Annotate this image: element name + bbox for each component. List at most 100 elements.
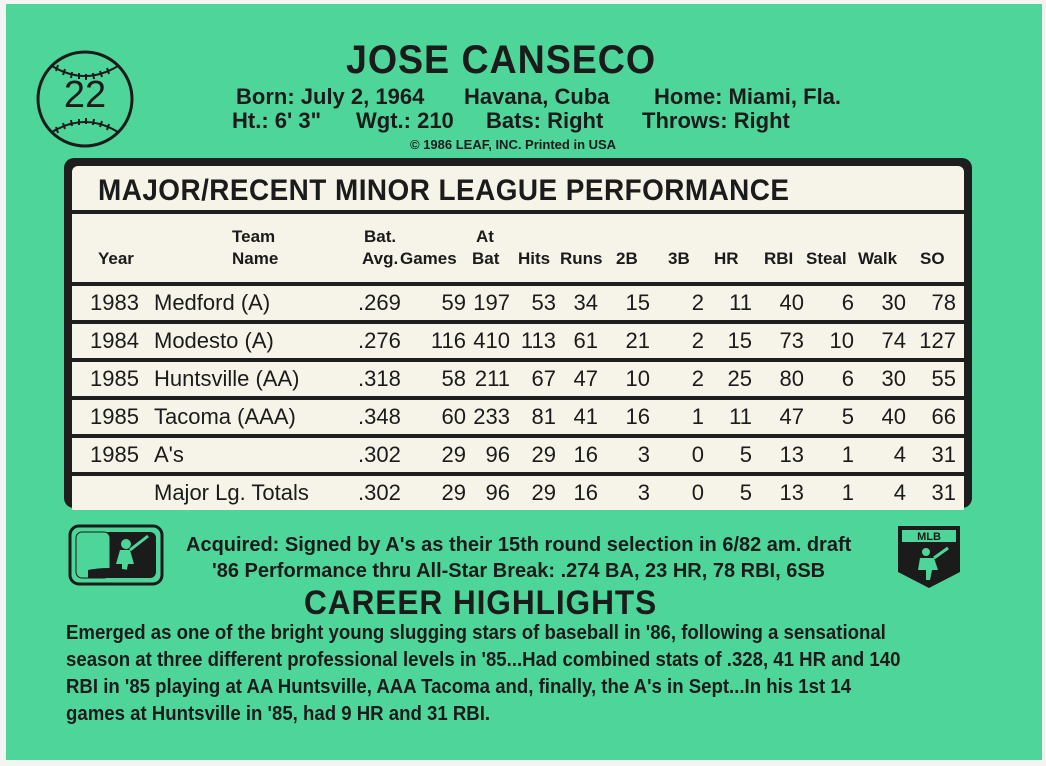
stats-row: 1984 Modesto (A) .276 116 410 113 61 21 2 15 73 10 7… [72, 324, 964, 358]
cell-hits: 67 [531, 366, 556, 391]
header-2b: 2B [616, 249, 638, 268]
cell-steal: 1 [841, 442, 854, 467]
highlight-line-1: Emerged as one of the bright young slugg… [66, 622, 886, 644]
cell-hr: 11 [729, 404, 752, 429]
cell-doubles: 21 [625, 328, 650, 353]
cell-runs: 61 [573, 328, 598, 353]
header-atbat-line1: At [476, 227, 494, 246]
cell-team: Medford (A) [154, 290, 271, 315]
player-name: JOSE CANSECO [346, 38, 657, 82]
header-runs: Runs [560, 249, 603, 268]
cell-avg: .302 [358, 480, 401, 505]
cell-atbat: 211 [474, 366, 510, 391]
cell-triples: 0 [691, 480, 704, 505]
cell-hr: 11 [729, 290, 752, 315]
bio-height: Ht.: 6' 3" [232, 108, 322, 133]
cell-walk: 40 [881, 404, 906, 429]
cell-steal: 5 [841, 404, 854, 429]
cell-so: 55 [931, 366, 956, 391]
cell-hr: 5 [739, 442, 752, 467]
cell-steal: 10 [829, 328, 854, 353]
cell-hits: 113 [520, 328, 556, 353]
header-steal: Steal [806, 249, 847, 268]
stats-header-row: Year Team Name Bat. Avg. Games At Bat Hi… [72, 214, 964, 282]
cell-hr: 25 [727, 366, 752, 391]
stats-row: 1985 Huntsville (AA) .318 58 211 67 47 10 2 25 80 6… [72, 362, 964, 396]
cell-avg: .348 [358, 404, 401, 429]
header-atbat-line2: Bat [472, 249, 500, 268]
mlbpa-logo-text: MLB [917, 531, 941, 543]
career-highlights-title: CAREER HIGHLIGHTS [304, 584, 658, 622]
cell-triples: 2 [691, 366, 704, 391]
cell-walk: 30 [881, 290, 906, 315]
baseball-icon [36, 50, 134, 148]
acquired-line: Acquired: Signed by A's as their 15th ro… [186, 534, 852, 556]
header-walk: Walk [858, 249, 898, 268]
bio-birthplace: Havana, Cuba [464, 84, 610, 109]
highlight-line-2: season at three different professional l… [66, 649, 901, 671]
stats-row: 1985 A's .302 29 96 29 16 3 0 5 13 1 4 31 [72, 438, 964, 472]
cell-team: Huntsville (AA) [154, 366, 300, 391]
cell-so: 66 [931, 404, 956, 429]
header-team-line1: Team [232, 227, 276, 246]
stats-title-bar: MAJOR/RECENT MINOR LEAGUE PERFORMANCE [72, 166, 964, 210]
cell-steal: 1 [841, 480, 854, 505]
header-bat-line1: Bat. [364, 227, 397, 246]
cell-rbi: 40 [779, 290, 804, 315]
header-hr: HR [714, 249, 739, 268]
cell-year: 1985 [90, 442, 139, 467]
cell-runs: 47 [573, 366, 598, 391]
mlb-logo-icon [68, 524, 164, 586]
cell-year: 1983 [90, 290, 139, 315]
cell-so: 31 [931, 442, 956, 467]
cell-runs: 16 [573, 442, 598, 467]
highlight-line-3: RBI in '85 playing at AA Huntsville, AAA… [66, 676, 852, 698]
cell-avg: .269 [358, 290, 401, 315]
stats-title: MAJOR/RECENT MINOR LEAGUE PERFORMANCE [98, 174, 790, 207]
cell-hits: 29 [531, 480, 556, 505]
header-games: Games [400, 249, 457, 268]
cell-runs: 41 [573, 404, 598, 429]
cell-games: 116 [430, 328, 466, 353]
cell-so: 127 [919, 328, 956, 353]
cell-hr: 15 [727, 328, 752, 353]
cell-avg: .276 [358, 328, 401, 353]
cell-team: Modesto (A) [154, 328, 274, 353]
cell-walk: 4 [893, 442, 906, 467]
header-3b: 3B [668, 249, 690, 268]
header-year: Year [98, 249, 134, 268]
cell-year: 1984 [90, 328, 139, 353]
cell-avg: .302 [358, 442, 401, 467]
cell-runs: 34 [573, 290, 598, 315]
cell-atbat: 96 [485, 442, 510, 467]
cell-hits: 53 [531, 290, 556, 315]
cell-avg: .318 [358, 366, 401, 391]
cell-hits: 29 [531, 442, 556, 467]
cell-year: 1985 [90, 404, 139, 429]
cell-hr: 5 [739, 480, 752, 505]
stats-row: 1983 Medford (A) .269 59 197 53 34 15 2 11 40 6 30 78 [72, 286, 964, 320]
cell-triples: 2 [691, 290, 704, 315]
bio-bats: Bats: Right [486, 108, 604, 133]
cell-year: 1985 [90, 366, 139, 391]
cell-triples: 2 [691, 328, 704, 353]
cell-games: 58 [441, 366, 466, 391]
cell-walk: 74 [881, 328, 906, 353]
bio-born: Born: July 2, 1964 [236, 84, 425, 109]
bio-home: Home: Miami, Fla. [654, 84, 842, 109]
cell-rbi: 47 [779, 404, 804, 429]
cell-team: Tacoma (AAA) [154, 404, 296, 429]
cell-rbi: 13 [779, 442, 804, 467]
cell-doubles: 3 [637, 480, 650, 505]
highlight-line-4: games at Huntsville in '85, had 9 HR and… [66, 703, 491, 725]
cell-runs: 16 [573, 480, 598, 505]
cell-games: 60 [441, 404, 466, 429]
cell-walk: 4 [893, 480, 906, 505]
cell-atbat: 96 [485, 480, 510, 505]
bio-throws: Throws: Right [642, 108, 790, 133]
cell-rbi: 73 [779, 328, 804, 353]
cell-walk: 30 [881, 366, 906, 391]
cell-label: Major Lg. Totals [154, 480, 309, 505]
totals-row: Major Lg. Totals .302 29 96 29 16 3 0 5 13 1 4 31 [72, 476, 964, 510]
cell-atbat: 197 [473, 290, 510, 315]
